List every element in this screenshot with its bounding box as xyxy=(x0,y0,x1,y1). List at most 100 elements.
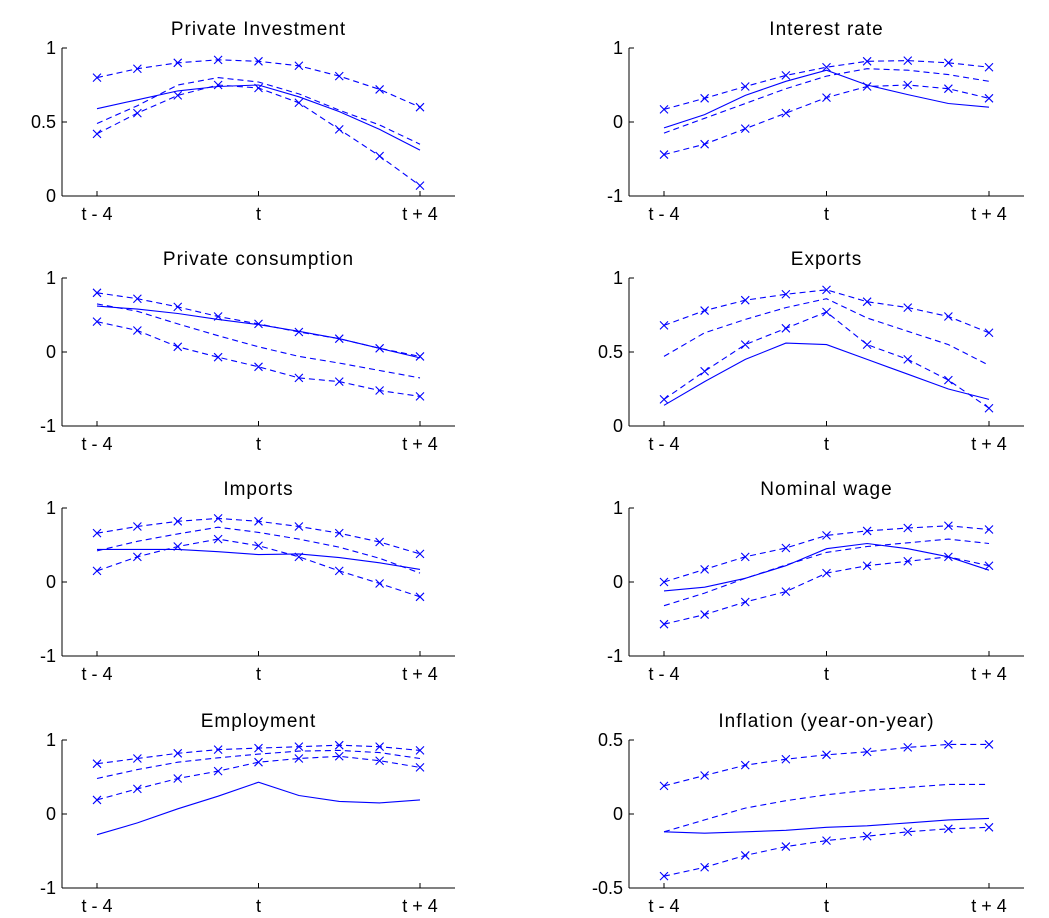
data-point-x-marker xyxy=(740,295,750,305)
data-point-x-marker xyxy=(659,619,669,629)
subplot-3: Private consumption -1 0 1 t - 4 t t + 4 xyxy=(40,249,455,454)
y-tick-label: 0.5 xyxy=(31,112,56,132)
series-line-1-solid xyxy=(96,305,421,359)
data-point-x-marker xyxy=(943,84,953,94)
data-point-x-marker xyxy=(781,323,791,333)
series-line-3-dashed-x xyxy=(96,59,421,108)
x-tick-label: t + 4 xyxy=(971,896,1007,916)
x-tick-label: t + 4 xyxy=(402,896,438,916)
subplot-6: Nominal wage -1 0 1 t - 4 t t + 4 xyxy=(607,479,1024,684)
data-point-x-marker xyxy=(740,552,750,562)
y-tick-label: 1 xyxy=(46,730,56,750)
data-point-x-marker xyxy=(254,362,263,372)
data-point-x-marker xyxy=(862,747,872,757)
data-point-x-marker xyxy=(984,62,994,72)
data-point-x-marker xyxy=(132,64,142,74)
data-point-x-marker xyxy=(334,377,344,386)
data-point-x-marker xyxy=(415,181,425,191)
data-point-x-marker xyxy=(822,750,831,760)
data-point-x-marker xyxy=(740,597,750,607)
y-tick-label: -1 xyxy=(40,878,56,898)
x-tick-label: t - 4 xyxy=(81,434,112,454)
x-tick-label: t - 4 xyxy=(648,664,679,684)
data-point-x-marker xyxy=(822,307,831,317)
data-point-x-marker xyxy=(903,303,913,312)
data-point-x-marker xyxy=(903,56,913,65)
data-point-x-marker xyxy=(943,312,953,321)
y-tick-label: 0 xyxy=(46,804,56,824)
subplot-4: Exports 0 0.5 1 t - 4 t t + 4 xyxy=(598,249,1024,454)
data-point-x-marker xyxy=(740,851,750,860)
data-point-x-marker xyxy=(334,125,344,134)
x-tick-label: t - 4 xyxy=(648,204,679,224)
series-line-1-solid xyxy=(663,342,990,406)
data-point-x-marker xyxy=(375,756,385,766)
x-tick-label: t xyxy=(256,434,261,454)
series-line-2-dashed xyxy=(663,298,990,366)
data-point-x-marker xyxy=(132,108,142,118)
data-point-x-marker xyxy=(92,317,102,327)
data-point-x-marker xyxy=(903,523,913,533)
data-point-x-marker xyxy=(984,561,994,571)
data-point-x-marker xyxy=(415,745,425,755)
data-point-x-marker xyxy=(659,150,669,159)
series-line-1-solid xyxy=(663,69,990,129)
data-point-x-marker xyxy=(903,743,913,752)
data-point-x-marker xyxy=(254,83,263,93)
data-point-x-marker xyxy=(822,285,831,295)
data-point-x-marker xyxy=(173,342,183,352)
x-tick-label: t - 4 xyxy=(648,896,679,916)
y-tick-label: 0 xyxy=(46,572,56,592)
data-point-x-marker xyxy=(415,392,425,401)
data-point-x-marker xyxy=(213,513,223,523)
data-point-x-marker xyxy=(294,327,304,337)
subplot-title: Employment xyxy=(201,711,317,732)
x-tick-label: t xyxy=(256,664,261,684)
series-line-2-dashed xyxy=(96,77,421,145)
subplot-title: Exports xyxy=(791,249,862,270)
data-point-x-marker xyxy=(375,151,385,161)
x-tick-label: t - 4 xyxy=(81,896,112,916)
data-point-x-marker xyxy=(700,93,710,103)
y-tick-label: 0.5 xyxy=(598,730,623,750)
data-point-x-marker xyxy=(294,754,304,763)
y-tick-label: -0.5 xyxy=(592,878,623,898)
data-point-x-marker xyxy=(294,522,304,531)
data-point-x-marker xyxy=(700,306,710,315)
series-line-4-dashed-x xyxy=(96,538,421,598)
data-point-x-marker xyxy=(213,312,223,321)
series-line-4-dashed-x xyxy=(96,321,421,397)
data-point-x-marker xyxy=(781,289,791,299)
data-point-x-marker xyxy=(943,521,953,531)
x-tick-label: t xyxy=(824,434,829,454)
data-point-x-marker xyxy=(984,525,994,534)
series-line-2-dashed xyxy=(96,526,421,574)
data-point-x-marker xyxy=(294,552,304,562)
data-point-x-marker xyxy=(132,552,142,562)
y-tick-label: 1 xyxy=(613,268,623,288)
data-point-x-marker xyxy=(822,93,831,102)
data-point-x-marker xyxy=(659,577,669,587)
x-tick-label: t + 4 xyxy=(402,664,438,684)
data-point-x-marker xyxy=(92,566,102,576)
data-point-x-marker xyxy=(375,579,385,588)
data-point-x-marker xyxy=(132,784,142,794)
x-tick-label: t xyxy=(256,204,261,224)
data-point-x-marker xyxy=(213,80,223,90)
x-tick-label: t xyxy=(824,204,829,224)
series-line-3-dashed-x xyxy=(663,743,989,787)
data-point-x-marker xyxy=(903,355,913,364)
y-tick-label: 0 xyxy=(613,112,623,132)
data-point-x-marker xyxy=(862,340,872,349)
data-point-x-marker xyxy=(659,105,669,114)
data-point-x-marker xyxy=(334,528,344,538)
data-point-x-marker xyxy=(740,124,750,134)
x-tick-label: t + 4 xyxy=(402,204,438,224)
data-point-x-marker xyxy=(173,516,183,526)
data-point-x-marker xyxy=(375,386,385,395)
data-point-x-marker xyxy=(415,762,425,772)
series-line-1-solid xyxy=(96,781,421,836)
y-tick-label: 0 xyxy=(46,186,56,206)
data-point-x-marker xyxy=(173,58,183,68)
data-point-x-marker xyxy=(862,526,872,536)
